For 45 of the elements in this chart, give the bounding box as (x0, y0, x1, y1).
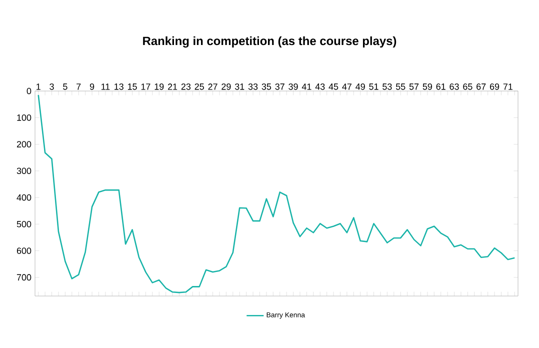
x-tick-label: 11 (101, 84, 110, 90)
y-tick-label: 300 (16, 168, 32, 174)
x-tick-label: 45 (328, 84, 338, 90)
x-tick-label: 5 (63, 84, 68, 90)
x-tick-label: 33 (248, 83, 258, 90)
x-tick-label: 53 (382, 83, 392, 90)
x-tick-label: 39 (288, 83, 298, 90)
x-tick-label: 47 (342, 84, 352, 90)
y-tick-label: 200 (16, 141, 32, 148)
x-tick-label: 9 (90, 83, 94, 90)
x-tick-label: 43 (315, 83, 325, 90)
x-tick-label: 57 (409, 84, 419, 90)
y-tick-label: 500 (16, 220, 32, 228)
y-tick-label: 700 (16, 274, 32, 281)
x-tick-label: 51 (369, 84, 378, 90)
x-tick-label: 65 (463, 83, 472, 90)
x-tick-label: 71 (503, 84, 512, 90)
x-tick-label: 63 (450, 83, 459, 90)
chart-title: Ranking in competition (as the course plays) (143, 36, 396, 48)
x-tick-label: 7 (76, 84, 81, 90)
x-tick-label: 67 (476, 83, 486, 90)
x-tick-label: 15 (128, 84, 137, 90)
x-tick-label: 31 (234, 83, 244, 90)
x-tick-label: 17 (141, 84, 150, 90)
x-tick-label: 49 (356, 83, 365, 90)
x-tick-label: 69 (490, 83, 500, 90)
x-tick-label: 23 (181, 83, 191, 90)
y-tick-label: 0 (26, 88, 32, 94)
x-tick-label: 21 (168, 84, 178, 90)
x-tick-label: 37 (275, 83, 284, 90)
x-tick-label: 3 (50, 83, 54, 90)
x-tick-label: 59 (422, 83, 432, 90)
x-tick-label: 13 (114, 83, 124, 90)
x-tick-label: 55 (396, 84, 406, 90)
y-tick-label: 400 (16, 194, 32, 201)
x-tick-label: 61 (436, 83, 446, 90)
x-tick-label: 29 (222, 83, 231, 90)
x-tick-label: 25 (194, 83, 204, 90)
y-tick-label: 100 (17, 114, 32, 121)
y-tick-label: 600 (16, 248, 32, 254)
x-tick-label: 1 (36, 84, 40, 90)
x-tick-label: 19 (154, 83, 164, 90)
x-tick-label: 35 (262, 83, 272, 90)
x-tick-label: 27 (208, 84, 218, 90)
x-tick-label: 41 (302, 84, 312, 90)
